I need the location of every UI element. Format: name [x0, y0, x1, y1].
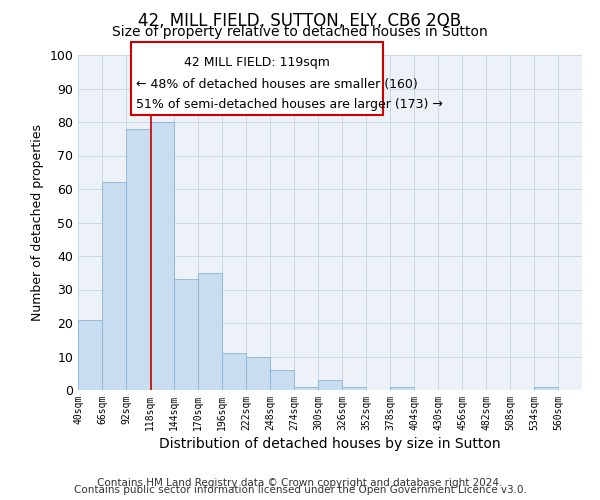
Bar [223, 353, 245, 390]
Bar [79, 320, 101, 390]
Bar [295, 386, 317, 390]
Bar [535, 386, 557, 390]
Bar [151, 122, 173, 390]
Bar [343, 386, 365, 390]
Bar [199, 273, 221, 390]
Bar [127, 128, 149, 390]
Text: 42 MILL FIELD: 119sqm: 42 MILL FIELD: 119sqm [184, 56, 330, 68]
Bar [175, 280, 197, 390]
Bar [103, 182, 125, 390]
Bar [271, 370, 293, 390]
Bar [391, 386, 413, 390]
Bar [319, 380, 341, 390]
Text: 51% of semi-detached houses are larger (173) →: 51% of semi-detached houses are larger (… [136, 98, 443, 110]
X-axis label: Distribution of detached houses by size in Sutton: Distribution of detached houses by size … [159, 437, 501, 451]
Text: Contains public sector information licensed under the Open Government Licence v3: Contains public sector information licen… [74, 485, 526, 495]
FancyBboxPatch shape [131, 42, 383, 116]
Bar [247, 356, 269, 390]
Text: Contains HM Land Registry data © Crown copyright and database right 2024.: Contains HM Land Registry data © Crown c… [97, 478, 503, 488]
Text: Size of property relative to detached houses in Sutton: Size of property relative to detached ho… [112, 25, 488, 39]
Text: ← 48% of detached houses are smaller (160): ← 48% of detached houses are smaller (16… [136, 78, 418, 91]
Y-axis label: Number of detached properties: Number of detached properties [31, 124, 44, 321]
Text: 42, MILL FIELD, SUTTON, ELY, CB6 2QB: 42, MILL FIELD, SUTTON, ELY, CB6 2QB [139, 12, 461, 30]
